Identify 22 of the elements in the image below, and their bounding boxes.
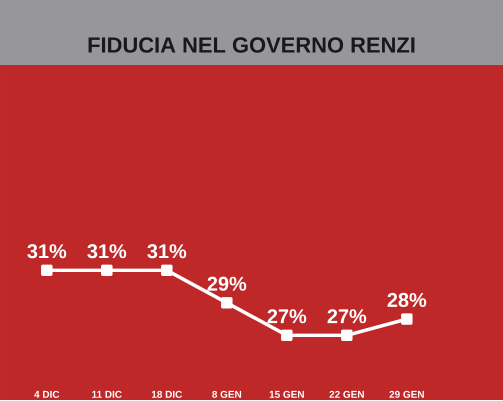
x-tick-label: 22 GEN — [329, 390, 364, 398]
data-label: 31% — [87, 244, 126, 258]
x-tick-label: 8 GEN — [212, 390, 242, 398]
x-tick-label: 29 GEN — [389, 390, 424, 398]
point — [341, 329, 353, 341]
point — [221, 296, 233, 308]
data-label: 28% — [388, 292, 426, 307]
x-tick-label: 15 GEN — [270, 390, 304, 398]
point — [101, 264, 113, 276]
chart-title: FIDUCIA NEL GOVERNO RENZI — [88, 37, 414, 53]
x-tick-label: 11 DIC — [92, 390, 122, 398]
point — [161, 264, 173, 276]
data-label: 31% — [27, 244, 66, 258]
x-tick-label: 4 DIC — [34, 390, 60, 398]
x-tick-label: 18 DIC — [152, 390, 182, 398]
data-label: 29% — [208, 276, 246, 291]
data-label: 27% — [328, 309, 366, 324]
point — [401, 313, 413, 325]
point — [41, 264, 53, 276]
data-label: 27% — [268, 309, 306, 324]
data-label: 31% — [147, 244, 186, 258]
point — [281, 329, 293, 341]
